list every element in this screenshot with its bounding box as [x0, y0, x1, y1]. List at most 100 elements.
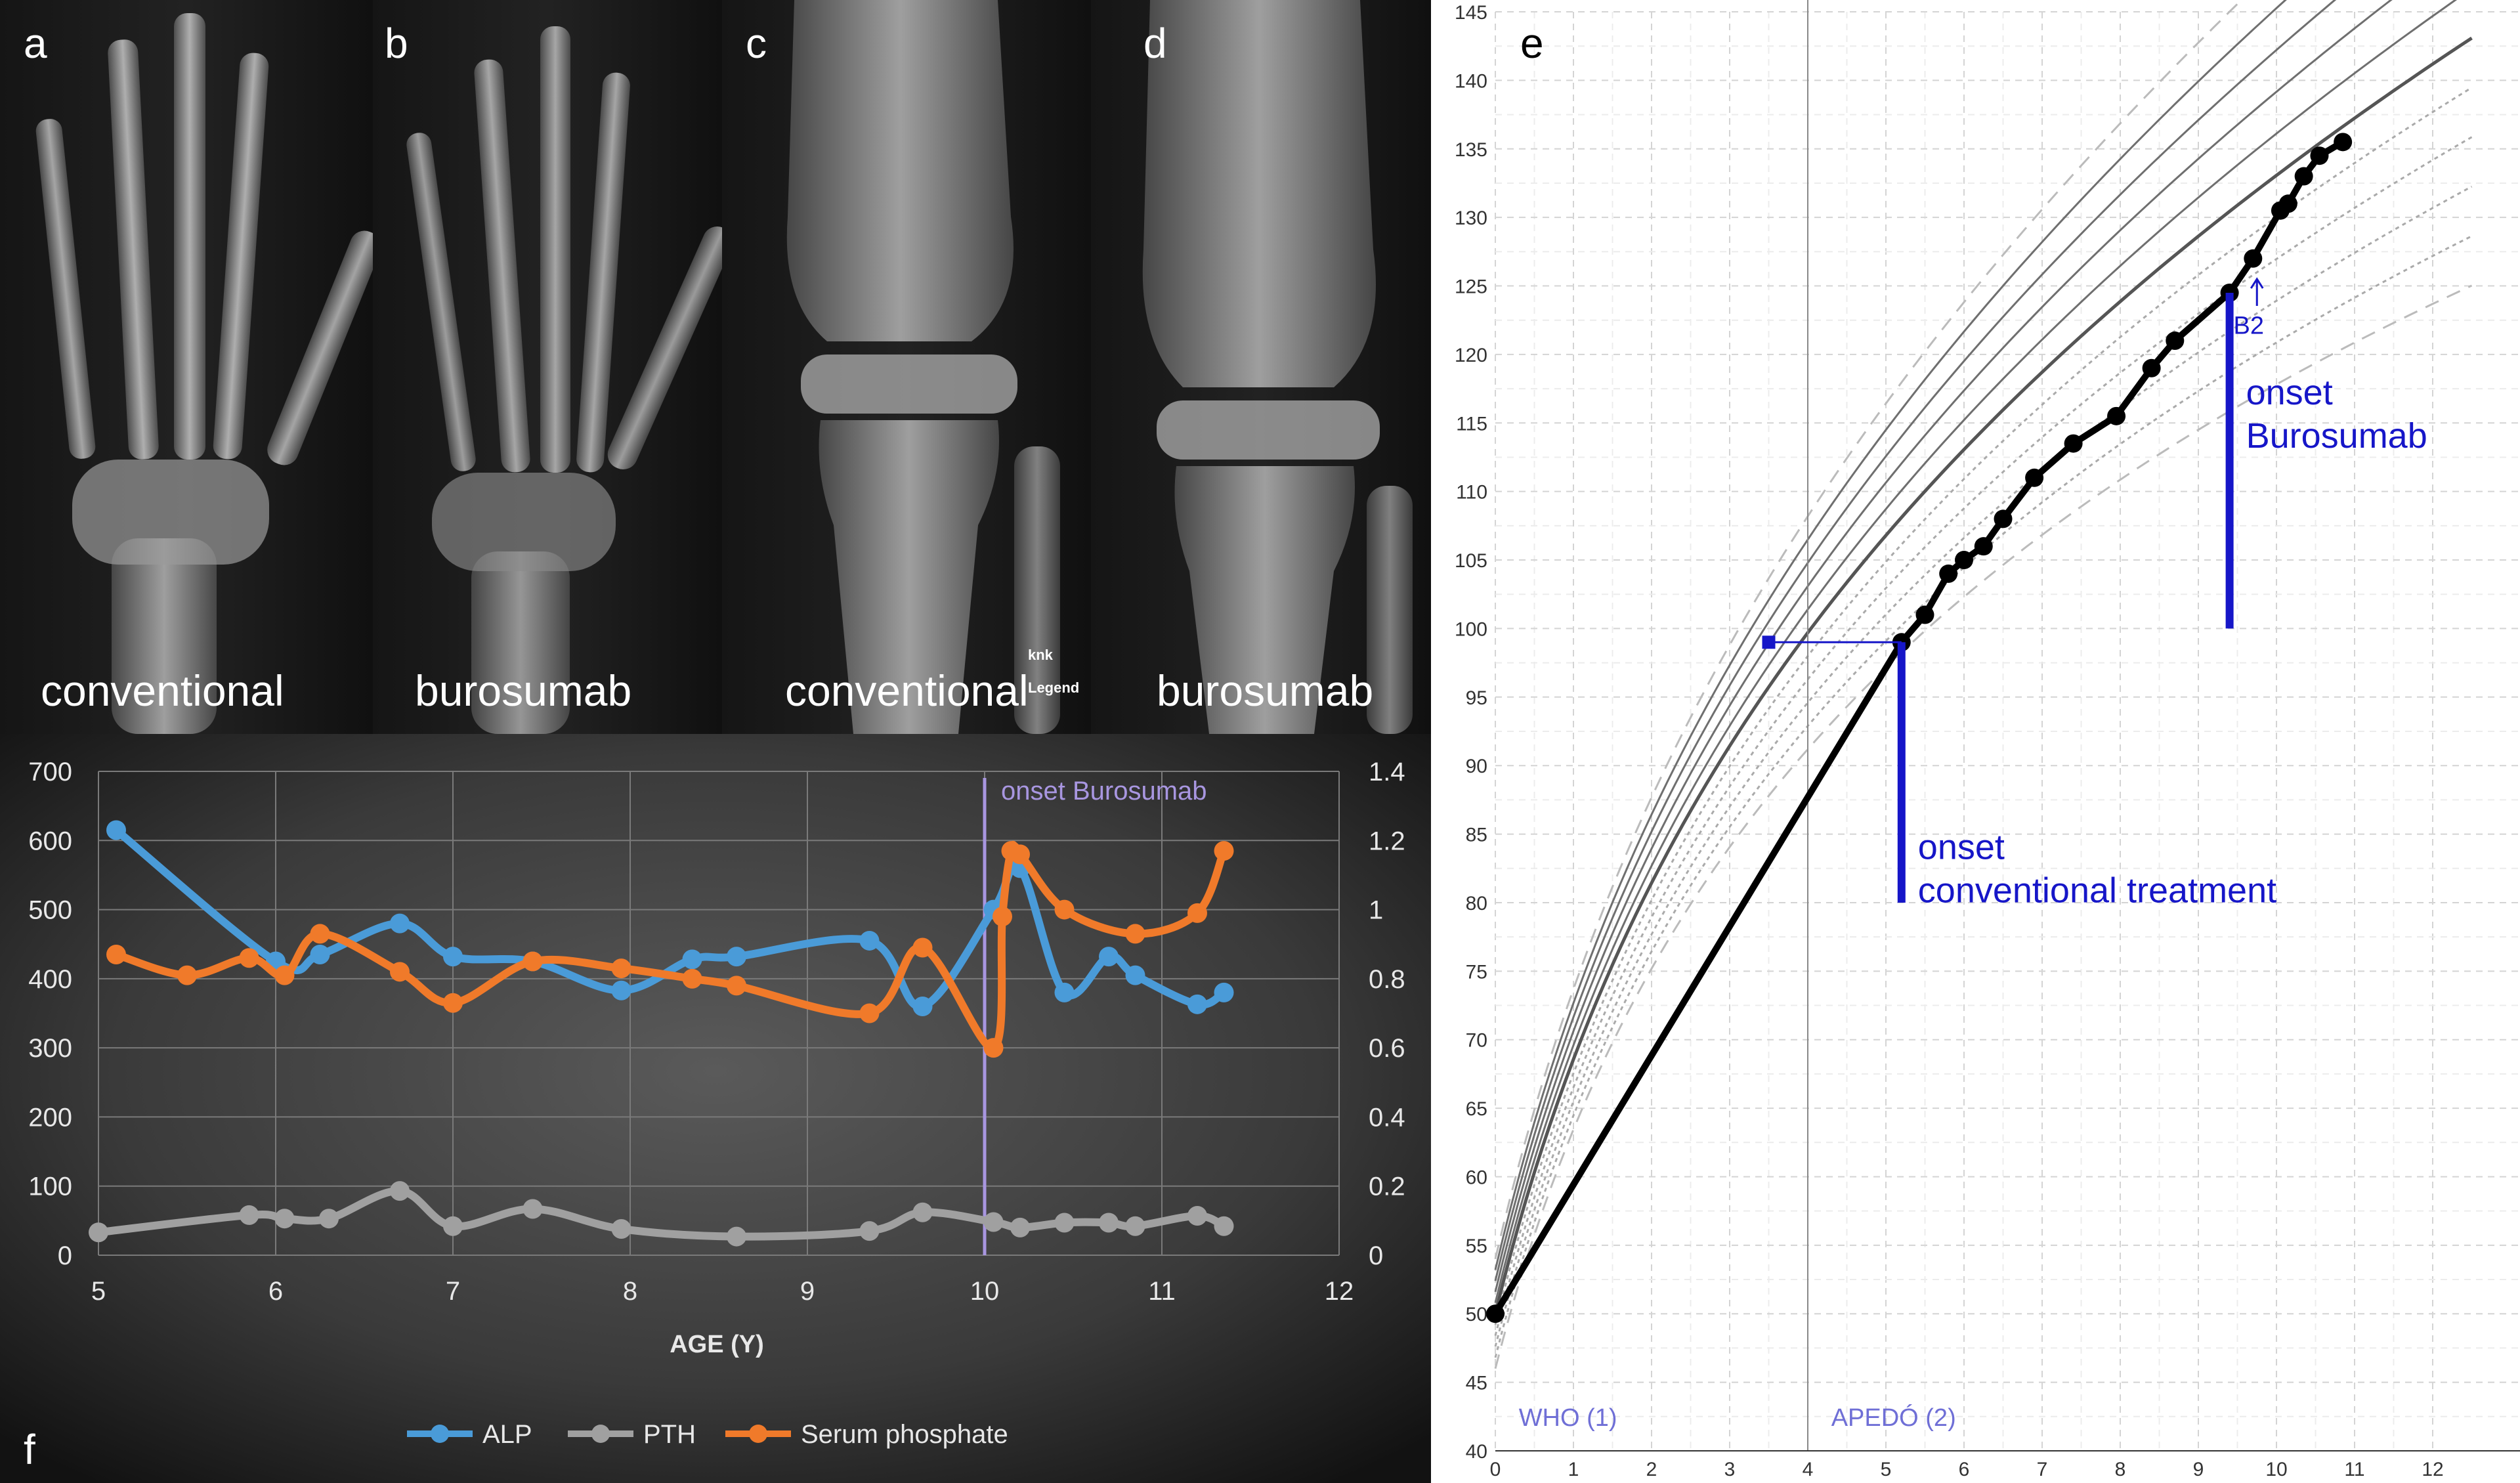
x-tick-label: 1 [1568, 1459, 1579, 1480]
y-tick-label: 95 [1466, 687, 1487, 709]
y-tick-label-left: 500 [28, 896, 72, 925]
hand-xray-image [35, 13, 381, 734]
patient-data-point [2294, 167, 2313, 186]
y-tick-label: 125 [1455, 276, 1487, 298]
data-point-alp [1187, 994, 1207, 1014]
y-tick-label-right: 0.4 [1369, 1103, 1405, 1132]
patient-data-point [2025, 468, 2044, 487]
x-tick-label: 4 [1803, 1459, 1814, 1480]
data-point-serum-phosphate [859, 1003, 880, 1023]
y-tick-label-left: 600 [28, 827, 72, 855]
xray-panel-b: b burosumab [373, 0, 733, 734]
panel-e-growth-chart: 4045505560657075808590951001051101151201… [1431, 0, 2520, 1483]
xray-panel-a: a conventional [0, 0, 381, 734]
patient-data-point [2064, 434, 2083, 453]
y-tick-label-left: 0 [58, 1241, 72, 1270]
data-point-serum-phosphate [523, 951, 543, 972]
x-tick-label: 3 [1724, 1459, 1736, 1480]
y-tick-label: 115 [1456, 413, 1487, 435]
x-tick-label: 0 [1490, 1459, 1501, 1480]
chart-background [1431, 0, 2520, 1483]
patient-data-point [2310, 146, 2329, 165]
y-axis-right: 0 0.2 0.4 0.6 0.8 1 1.2 1.4 [1369, 758, 1405, 1270]
data-point-alp [682, 949, 702, 970]
x-axis-title: AGE (Y) [670, 1331, 764, 1358]
data-point-pth [983, 1212, 1004, 1232]
patient-data-point [1994, 509, 2013, 528]
panel-letter: e [1520, 20, 1544, 67]
bone-age-marker [1762, 635, 1776, 649]
y-tick-label-left: 400 [28, 965, 72, 994]
legend-marker [749, 1425, 767, 1443]
data-point-serum-phosphate [1054, 899, 1075, 920]
patient-data-point [2278, 194, 2297, 213]
data-point-pth [239, 1205, 259, 1225]
legend-label: ALP [482, 1420, 532, 1449]
xray-row: a conventional b burosumab [0, 0, 1431, 734]
y-tick-label: 110 [1456, 482, 1487, 504]
y-tick-label-right: 1.2 [1369, 827, 1405, 855]
data-point-serum-phosphate [983, 1038, 1004, 1058]
annotation-text: onset [1918, 827, 2005, 867]
x-tick-label: 6 [268, 1277, 283, 1306]
gridlines [1495, 11, 2520, 1451]
x-tick-label: 8 [2115, 1459, 2126, 1480]
data-point-pth [1187, 1205, 1207, 1226]
x-axis: 5 6 7 8 9 10 11 12 [91, 1277, 1354, 1306]
patient-data-point [2142, 358, 2161, 377]
y-tick-label-left: 700 [28, 758, 72, 786]
b2-arrow-head [2250, 277, 2264, 289]
onset-burosumab-label: onset Burosumab [1001, 777, 1207, 806]
y-tick-label-right: 0 [1369, 1241, 1383, 1270]
x-tick-label: 9 [2193, 1459, 2204, 1480]
x-tick-label: 5 [91, 1277, 106, 1306]
x-tick-label: 7 [446, 1277, 460, 1306]
series-line-alp [114, 827, 1226, 1011]
data-point-alp [1099, 947, 1119, 967]
percentile-curve [1494, 235, 2473, 1358]
data-point-serum-phosphate [1010, 844, 1030, 865]
data-point-alp [912, 996, 933, 1016]
y-tick-label: 45 [1466, 1373, 1487, 1394]
reference-label-apedo: APEDÓ (2) [1831, 1404, 1956, 1432]
y-tick-label: 105 [1455, 550, 1487, 572]
patient-data-point [1486, 1304, 1505, 1323]
chart-background [0, 734, 1431, 1483]
panel-letter: b [385, 20, 408, 67]
knee-xray-image [786, 0, 1060, 734]
x-tick-label: 11 [1148, 1277, 1176, 1306]
data-point-pth [611, 1218, 631, 1239]
percentile-curve [1494, 0, 2393, 1293]
data-point-pth [1054, 1213, 1075, 1233]
x-tick-label: 9 [800, 1277, 815, 1306]
x-axis: 0 1 2 3 4 5 6 7 8 9 10 11 12 [1490, 1459, 2444, 1480]
patient-data-point [2107, 406, 2126, 425]
xray-panel-d: d burosumab [1091, 0, 1431, 734]
patient-data-point [1974, 537, 1993, 556]
panel-letter: d [1143, 20, 1167, 67]
y-tick-label-right: 1 [1369, 896, 1383, 925]
data-point-serum-phosphate [727, 976, 746, 996]
y-tick-label: 40 [1466, 1441, 1487, 1463]
y-tick-label-right: 0.2 [1369, 1172, 1405, 1201]
legend-label: Serum phosphate [801, 1420, 1008, 1449]
patient-data-point [2244, 249, 2263, 268]
x-tick-label: 2 [1646, 1459, 1657, 1480]
xray-label: burosumab [415, 666, 631, 715]
series-line-pth [98, 1187, 1226, 1241]
y-tick-label-right: 1.4 [1369, 758, 1405, 786]
percentile-curve [1494, 87, 2473, 1325]
data-point-pth [89, 1222, 108, 1243]
percentile-curves [1493, 0, 2473, 1369]
data-point-pth [912, 1202, 933, 1222]
data-point-pth [859, 1221, 880, 1241]
panel-letter: f [24, 1426, 35, 1473]
percentile-curve [1494, 185, 2473, 1347]
y-tick-label: 70 [1466, 1030, 1487, 1052]
x-tick-label: 10 [970, 1277, 1000, 1306]
data-point-pth [1125, 1216, 1145, 1236]
data-point-serum-phosphate [993, 907, 1012, 927]
y-axis: 40 45 50 55 60 65 70 75 80 85 90 95 100 105 110 115 120 1… [1455, 2, 1487, 1463]
